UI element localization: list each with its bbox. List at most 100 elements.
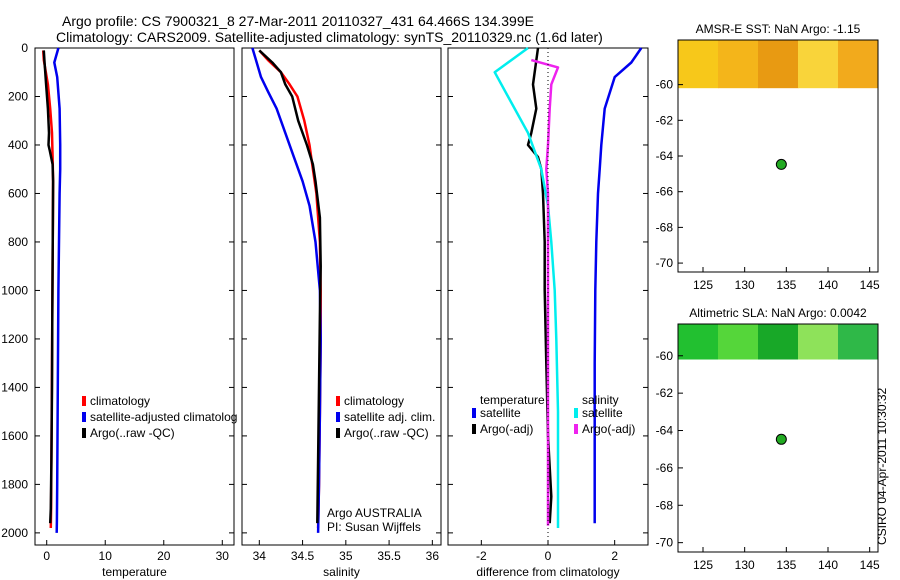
temperature-legend-label: Argo(..raw -QC) <box>90 426 175 440</box>
temperature-ytick-label: 600 <box>8 186 28 200</box>
temperature-ytick-label: 1400 <box>1 380 28 394</box>
amsr_map-xtick-label: 130 <box>735 278 755 292</box>
difference-temp-legend-swatch <box>472 424 476 434</box>
temperature-xlabel: temperature <box>102 565 167 579</box>
temperature-series-line <box>53 47 62 533</box>
temperature-ytick-label: 200 <box>8 89 28 103</box>
amsr_map-xtick-label: 145 <box>860 278 880 292</box>
salinity-series-line <box>258 49 322 529</box>
amsr_map-ytick-label: -62 <box>656 113 674 127</box>
amsr_map-xtick-label: 140 <box>818 278 838 292</box>
sla_map-band-cell <box>798 324 839 360</box>
amsr_map-band-cell <box>758 40 799 89</box>
difference-series-line <box>593 47 643 524</box>
difference-temp-legend-label: satellite <box>480 406 521 420</box>
salinity-xlabel: salinity <box>323 565 360 579</box>
amsr_map-band-cell <box>798 40 839 89</box>
temperature-xtick-label: 20 <box>157 549 171 563</box>
difference-temp-legend-swatch <box>472 408 476 418</box>
salinity-xtick-label: 36 <box>426 549 440 563</box>
argo-credit-line2: PI: Susan Wijffels <box>327 520 421 534</box>
sla_map-band-cell <box>758 324 799 360</box>
sla_map-xtick-label: 130 <box>735 558 755 572</box>
amsr_map-band-cell <box>838 40 879 89</box>
temperature-ytick-label: 1000 <box>1 283 28 297</box>
amsr_map-band-cell <box>678 40 719 89</box>
sla_map-frame <box>677 323 879 553</box>
sla_map-ytick-label: -66 <box>656 461 674 475</box>
difference-sal-legend-swatch <box>574 424 578 434</box>
sla_map-xtick-label: 135 <box>776 558 796 572</box>
temperature-series-line <box>42 50 55 524</box>
difference-sal-legend-swatch <box>574 408 578 418</box>
salinity-legend-swatch <box>336 396 340 406</box>
sla_map-xtick-label: 145 <box>860 558 880 572</box>
sla_map-ytick-label: -60 <box>656 349 674 363</box>
amsr_map-float-marker <box>775 158 787 170</box>
salinity-legend-swatch <box>336 412 340 422</box>
sla_map-ytick-label: -70 <box>656 536 674 550</box>
salinity-series-line <box>258 49 322 524</box>
amsr_map-xtick-label: 135 <box>776 278 796 292</box>
difference-legend-title-temperature: temperature <box>480 393 545 407</box>
figure-title-line2: Climatology: CARS2009. Satellite-adjuste… <box>56 29 603 45</box>
salinity-xtick-label: 35 <box>339 549 353 563</box>
salinity-series-line <box>251 47 322 533</box>
temperature-ytick-label: 1200 <box>1 332 28 346</box>
amsr_map-ytick-label: -68 <box>656 220 674 234</box>
temperature-legend-label: satellite-adjusted climatolog <box>90 410 237 424</box>
difference-legend-title-salinity: salinity <box>582 393 619 407</box>
difference-temp-legend-label: Argo(-adj) <box>480 422 533 436</box>
salinity-xtick-label: 35.5 <box>377 549 401 563</box>
salinity-panel: 34 34.5 35 35.5 36 salinity climatology satelli… <box>241 47 442 579</box>
sla_map-xtick-label: 140 <box>818 558 838 572</box>
figure-title-line1: Argo profile: CS 7900321_8 27-Mar-2011 2… <box>62 13 534 29</box>
csiro-timestamp: CSIRO 04-Apr-2011 10:30:32 <box>875 387 889 545</box>
difference-xtick-label: -2 <box>476 549 487 563</box>
temperature-legend-swatch <box>82 412 86 422</box>
temperature-ytick-label: 400 <box>8 138 28 152</box>
temperature-ytick-label: 1600 <box>1 429 28 443</box>
difference-series-line <box>493 46 560 528</box>
salinity-legend-label: satellite adj. clim. <box>344 410 435 424</box>
sla_map-title: Altimetric SLA: NaN Argo: 0.0042 <box>689 306 867 320</box>
argo-credit-line1: Argo AUSTRALIA <box>327 506 422 520</box>
amsr_map-band-cell <box>718 40 759 89</box>
temperature-legend-swatch <box>82 428 86 438</box>
sla_map-band-cell <box>718 324 759 360</box>
salinity-xtick-label: 34 <box>253 549 267 563</box>
difference-xlabel: difference from climatology <box>476 565 619 579</box>
temperature-ytick-label: 2000 <box>1 526 28 540</box>
salinity-legend-swatch <box>336 428 340 438</box>
temperature-legend-swatch <box>82 396 86 406</box>
amsr_map-ytick-label: -64 <box>656 149 674 163</box>
difference-xtick-label: 0 <box>545 549 552 563</box>
amsr_map-ytick-label: -70 <box>656 256 674 270</box>
salinity-legend-label: climatology <box>344 394 404 408</box>
sla_map-ytick-label: -62 <box>656 386 674 400</box>
temperature-frame <box>34 47 235 546</box>
amsr_map-ytick-label: -60 <box>656 78 674 92</box>
temperature-xtick-label: 0 <box>43 549 50 563</box>
amsr_map-xtick-label: 125 <box>693 278 713 292</box>
altimetric-sla-map-panel: Altimetric SLA: NaN Argo: 0.0042 125 130 13… <box>656 306 880 572</box>
difference-sal-legend-label: Argo(-adj) <box>582 422 635 436</box>
sla_map-band-cell <box>838 324 879 360</box>
amsr_map-ytick-label: -66 <box>656 185 674 199</box>
sla_map-ytick-label: -68 <box>656 498 674 512</box>
salinity-legend-label: Argo(..raw -QC) <box>344 426 429 440</box>
amsr-sst-map-panel: AMSR-E SST: NaN Argo: -1.15 125 130 135 140 1… <box>656 22 880 292</box>
temperature-xtick-label: 10 <box>99 549 113 563</box>
amsr_map-title: AMSR-E SST: NaN Argo: -1.15 <box>696 22 861 36</box>
sla_map-ytick-label: -64 <box>656 424 674 438</box>
temperature-legend-label: climatology <box>90 394 150 408</box>
temperature-ytick-label: 800 <box>8 235 28 249</box>
temperature-panel: 0 10 20 30 0 200 400 600 800 1000 1200 1400 1600 1800… <box>1 41 237 579</box>
temperature-ytick-label: 1800 <box>1 477 28 491</box>
salinity-xtick-label: 34.5 <box>291 549 315 563</box>
difference-panel: -2 0 2 difference from climatology temperatu… <box>447 46 649 579</box>
temperature-xtick-label: 30 <box>216 549 230 563</box>
sla_map-xtick-label: 125 <box>693 558 713 572</box>
sla_map-band-cell <box>678 324 719 360</box>
